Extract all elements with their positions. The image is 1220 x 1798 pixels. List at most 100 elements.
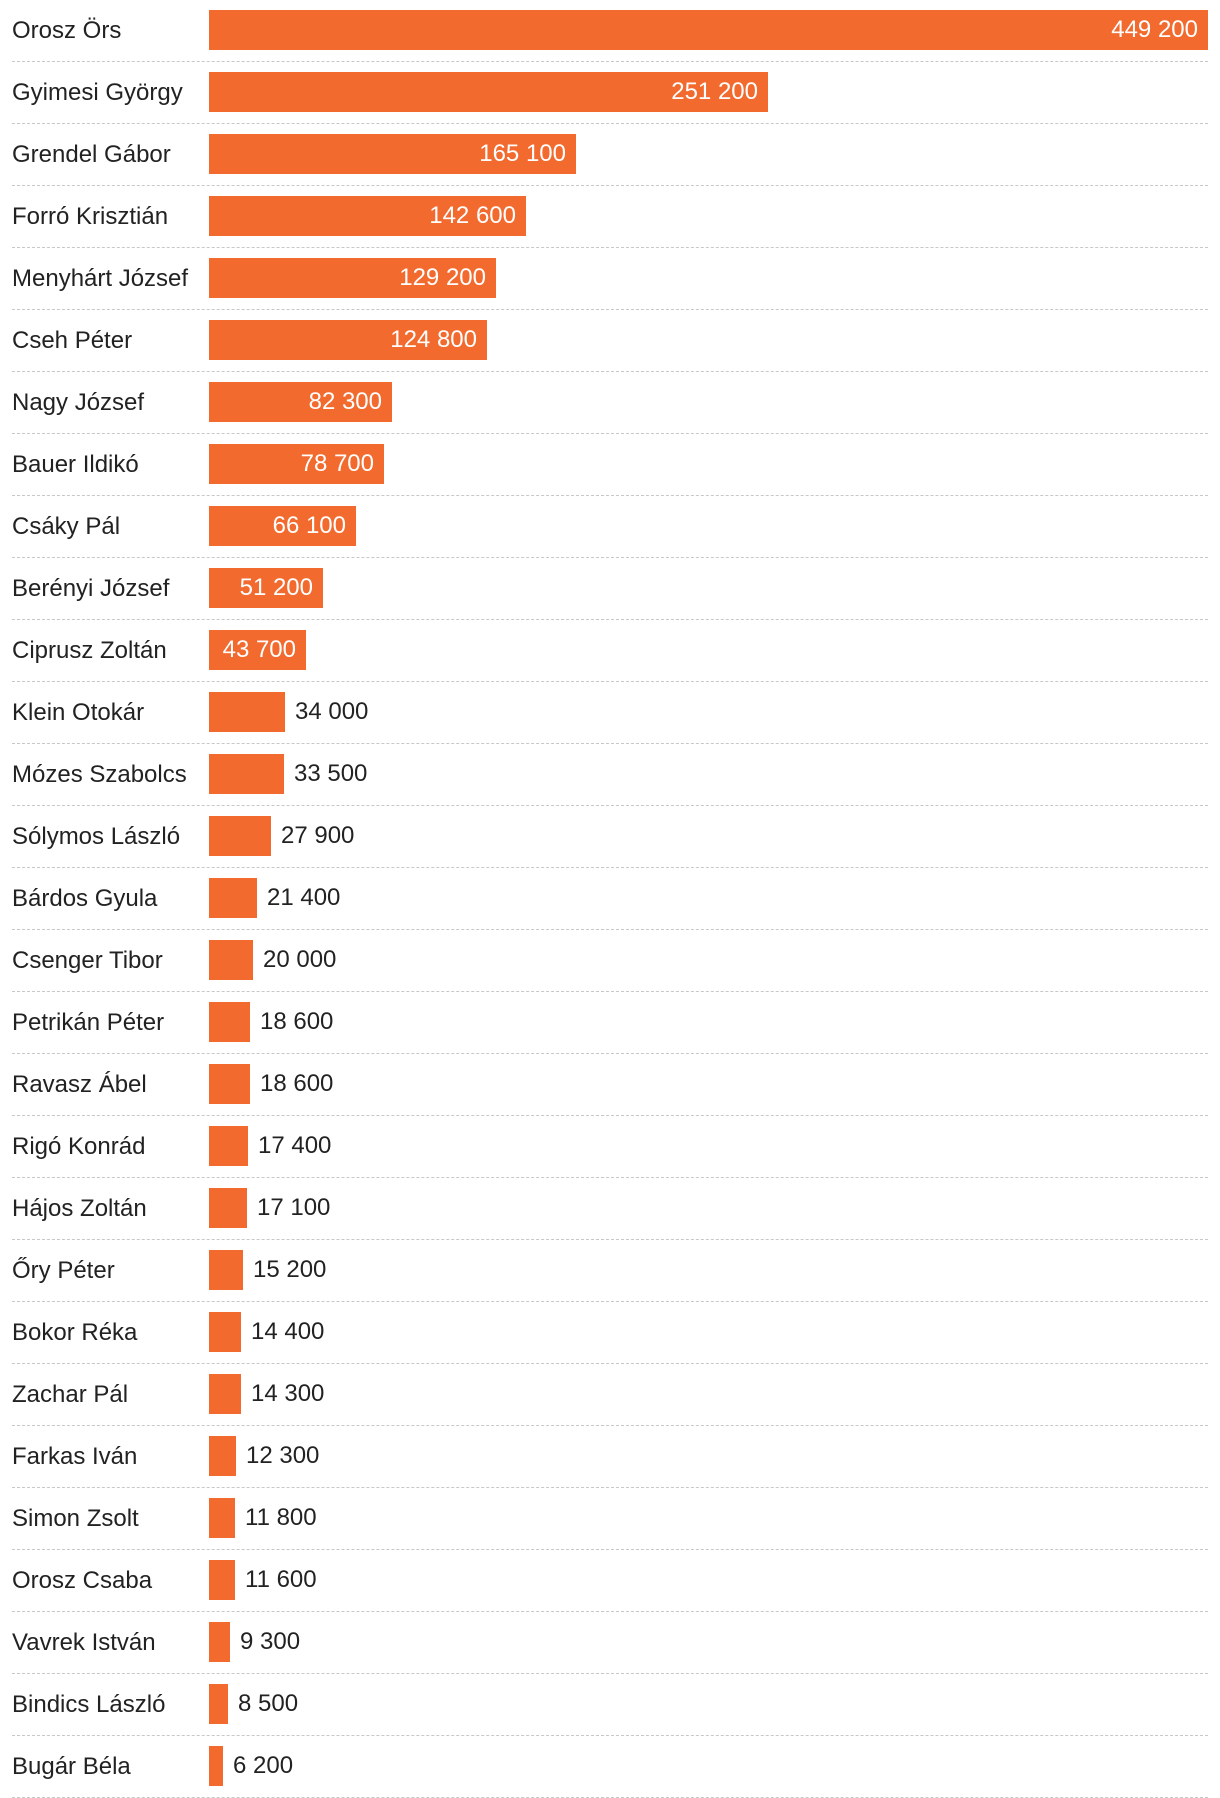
chart-row: Klein Otokár 34 000 [12, 682, 1208, 744]
value-label: 18 600 [260, 1008, 334, 1035]
category-label: Gyimesi György [12, 79, 183, 106]
value-label: 14 400 [251, 1318, 325, 1345]
chart-row: Vavrek István 9 300 [12, 1612, 1208, 1674]
chart-row: Nagy József 82 300 [12, 372, 1208, 434]
category-label: Bugár Béla [12, 1753, 131, 1780]
category-label: Orosz Csaba [12, 1567, 153, 1594]
category-label: Ravasz Ábel [12, 1071, 147, 1098]
chart-row: Bindics László 8 500 [12, 1674, 1208, 1736]
value-label: 17 400 [258, 1132, 332, 1159]
chart-row: Petrikán Péter 18 600 [12, 992, 1208, 1054]
bar [209, 72, 768, 112]
value-label: 142 600 [429, 202, 516, 229]
value-label: 14 300 [251, 1380, 325, 1407]
bar [209, 1188, 247, 1228]
chart-row: Orosz Csaba 11 600 [12, 1550, 1208, 1612]
chart-row: Ravasz Ábel 18 600 [12, 1054, 1208, 1116]
bar [209, 1250, 243, 1290]
chart-row: Farkas Iván 12 300 [12, 1426, 1208, 1488]
category-label: Csenger Tibor [12, 947, 163, 974]
category-label: Hájos Zoltán [12, 1195, 147, 1222]
bar [209, 1746, 223, 1786]
chart-row: Csenger Tibor 20 000 [12, 930, 1208, 992]
chart-row: Gyimesi György 251 200 [12, 62, 1208, 124]
value-label: 8 500 [238, 1690, 299, 1717]
value-label: 251 200 [671, 78, 758, 105]
value-label: 165 100 [479, 140, 566, 167]
bar [209, 196, 526, 236]
bar [209, 1002, 250, 1042]
chart-row: Forró Krisztián 142 600 [12, 186, 1208, 248]
bar [209, 568, 323, 608]
bar [209, 1560, 235, 1600]
chart-row: Ciprusz Zoltán 43 700 [12, 620, 1208, 682]
category-label: Cseh Péter [12, 327, 133, 354]
bar [209, 444, 384, 484]
category-label: Simon Zsolt [12, 1505, 139, 1532]
value-label: 66 100 [272, 512, 346, 539]
value-label: 124 800 [390, 326, 477, 353]
bar [209, 1064, 250, 1104]
category-label: Farkas Iván [12, 1443, 138, 1470]
chart-row: Csáky Pál 66 100 [12, 496, 1208, 558]
bar [209, 754, 284, 794]
category-label: Vavrek István [12, 1629, 156, 1656]
bar [209, 1312, 241, 1352]
category-label: Orosz Örs [12, 17, 122, 44]
chart-row: Cseh Péter 124 800 [12, 310, 1208, 372]
category-label: Menyhárt József [12, 265, 189, 292]
category-label: Klein Otokár [12, 699, 145, 726]
bar [209, 258, 496, 298]
chart-row: Grendel Gábor 165 100 [12, 124, 1208, 186]
value-label: 27 900 [281, 822, 355, 849]
chart-row: Menyhárt József 129 200 [12, 248, 1208, 310]
chart-row: Mózes Szabolcs 33 500 [12, 744, 1208, 806]
category-label: Zachar Pál [12, 1381, 129, 1408]
chart-row: Orosz Örs 449 200 [12, 0, 1208, 62]
bar [209, 1374, 241, 1414]
bar [209, 1684, 228, 1724]
bar [209, 630, 306, 670]
bar [209, 940, 253, 980]
category-label: Bokor Réka [12, 1319, 138, 1346]
category-label: Petrikán Péter [12, 1009, 165, 1036]
value-label: 78 700 [300, 450, 374, 477]
value-label: 9 300 [240, 1628, 301, 1655]
value-label: 449 200 [1111, 16, 1198, 43]
chart-row: Bugár Béla 6 200 [12, 1736, 1208, 1798]
value-label: 18 600 [260, 1070, 334, 1097]
bar [209, 1436, 236, 1476]
value-label: 34 000 [295, 698, 369, 725]
bar [209, 10, 1208, 50]
chart-row: Rigó Konrád 17 400 [12, 1116, 1208, 1178]
chart-row: Őry Péter 15 200 [12, 1240, 1208, 1302]
value-label: 82 300 [308, 388, 382, 415]
chart-row: Zachar Pál 14 300 [12, 1364, 1208, 1426]
bar [209, 1622, 230, 1662]
value-label: 21 400 [267, 884, 341, 911]
bar [209, 382, 392, 422]
category-label: Bauer Ildikó [12, 451, 139, 478]
chart-row: Bárdos Gyula 21 400 [12, 868, 1208, 930]
chart-row: Bokor Réka 14 400 [12, 1302, 1208, 1364]
chart-row: Hájos Zoltán 17 100 [12, 1178, 1208, 1240]
bar [209, 1498, 235, 1538]
value-label: 51 200 [239, 574, 313, 601]
chart-row: Sólymos László 27 900 [12, 806, 1208, 868]
category-label: Bárdos Gyula [12, 885, 158, 912]
value-label: 12 300 [246, 1442, 320, 1469]
bar [209, 878, 257, 918]
category-label: Forró Krisztián [12, 203, 169, 230]
category-label: Nagy József [12, 389, 145, 416]
value-label: 11 800 [245, 1504, 317, 1531]
bar [209, 1126, 248, 1166]
bar [209, 320, 487, 360]
category-label: Berényi József [12, 575, 170, 602]
bar [209, 506, 356, 546]
value-label: 20 000 [263, 946, 337, 973]
bar [209, 692, 285, 732]
value-label: 6 200 [233, 1752, 294, 1779]
category-label: Grendel Gábor [12, 141, 171, 168]
bar [209, 134, 576, 174]
